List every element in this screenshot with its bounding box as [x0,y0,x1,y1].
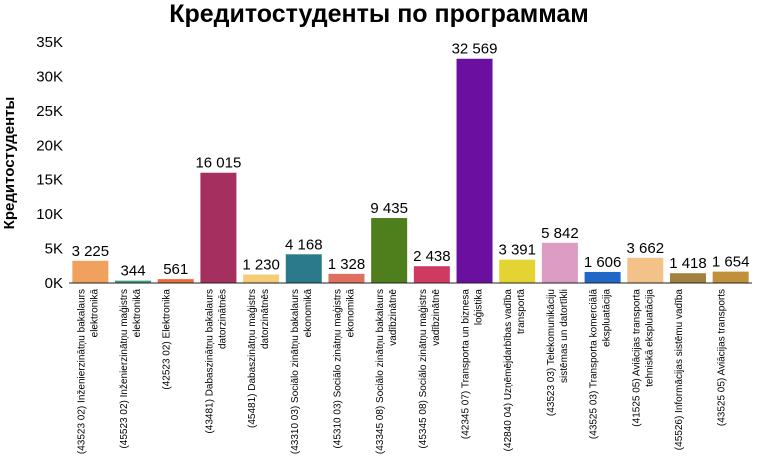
bar-10 [499,259,536,283]
category-label-3: (43481) Dabaszinātņu bakalaurs datorzināt… [204,289,228,434]
category-label-4: (45481) Dabaszinātņu maģistrs datorzinātn… [245,289,271,428]
data-label-2: 561 [163,261,188,278]
category-labels: (43523 02) Inženierzinātņu bakalaurs elek… [76,289,727,455]
data-label-5: 4 168 [285,236,323,253]
data-label-12: 1 606 [584,254,622,271]
category-label-9: (42345 07) Transporta un biznesa loģistik… [461,289,485,440]
data-label-15: 1 654 [712,254,750,271]
y-tick-label-0: 0K [45,275,63,292]
y-tick-label-6: 30K [36,68,63,85]
y-tick-label-4: 20K [36,137,63,154]
category-label-2: (42523 02) Elektronika [162,289,173,390]
data-label-6: 1 328 [328,256,366,273]
data-label-1: 344 [121,263,146,280]
data-label-4: 1 230 [242,257,280,274]
data-labels: 3 225 344 561 16 015 1 230 4 168 1 328 9 435 2 4… [72,41,750,280]
chart-title: Кредитостуденты по программам [169,0,589,28]
category-label-15: (43525 05) Aviācijas transports [717,289,728,426]
bar-13 [627,257,664,283]
data-label-0: 3 225 [72,243,110,260]
category-label-13: (41525 05) Aviācijas transporta tehniskā … [631,289,655,427]
bar-11 [541,242,578,283]
bar-2 [157,279,194,283]
data-label-13: 3 662 [627,240,665,257]
category-label-10: (42840 04) Uzņēmējdarbības vadība transpo… [503,289,527,452]
y-axis-label: Кредитостуденты [1,97,18,230]
y-axis-ticks: 0K 5K 10K 15K 20K 25K 30K 35K [36,34,63,292]
category-label-6: (45310 03) Sociālo zinātņu maģistrs ekono… [330,289,356,449]
category-label-1: (45523 02) Inženierzinātņu maģistrs elekt… [117,289,143,449]
bar-6 [328,273,365,283]
data-label-7: 9 435 [370,200,408,217]
data-label-9: 32 569 [452,41,498,58]
category-label-12: (43525 03) Transporta komerciālā ekspluat… [589,289,613,440]
category-label-11: (43523 03) Telekomunikāciju sistēmas un d… [546,289,570,416]
y-tick-label-3: 15K [36,172,63,189]
y-tick-label-2: 10K [36,206,63,223]
bar-7 [371,218,408,283]
data-label-3: 16 015 [195,155,241,172]
data-label-11: 5 842 [541,225,579,242]
data-label-10: 3 391 [498,242,536,259]
category-label-8: (45345 08) Sociālo zinātņu maģistrs vadīb… [416,289,442,449]
bar-1 [115,280,152,283]
category-label-14: (45526) Informācijas sistēmu vadība [674,289,685,451]
y-tick-label-1: 5K [45,241,63,258]
data-label-14: 1 418 [669,255,707,272]
data-label-8: 2 438 [413,248,451,265]
y-tick-label-5: 25K [36,103,63,120]
bar-0 [72,260,109,283]
bar-4 [243,274,280,283]
bar-12 [584,271,621,283]
y-tick-label-7: 35K [36,34,63,51]
bar-8 [413,266,450,283]
bar-14 [669,273,706,283]
category-label-7: (43345 08) Sociālo zinātņu bakalaurs vadī… [375,289,399,455]
bar-3 [200,172,237,283]
bar-5 [285,254,322,283]
category-label-0: (43523 02) Inženierzinātņu bakalaurs elek… [76,289,100,455]
bars [72,58,749,284]
category-label-5: (43310 03) Sociālo zinātņu bakalaurs ekon… [290,289,314,455]
bar-9 [456,58,493,284]
bar-15 [712,271,749,283]
